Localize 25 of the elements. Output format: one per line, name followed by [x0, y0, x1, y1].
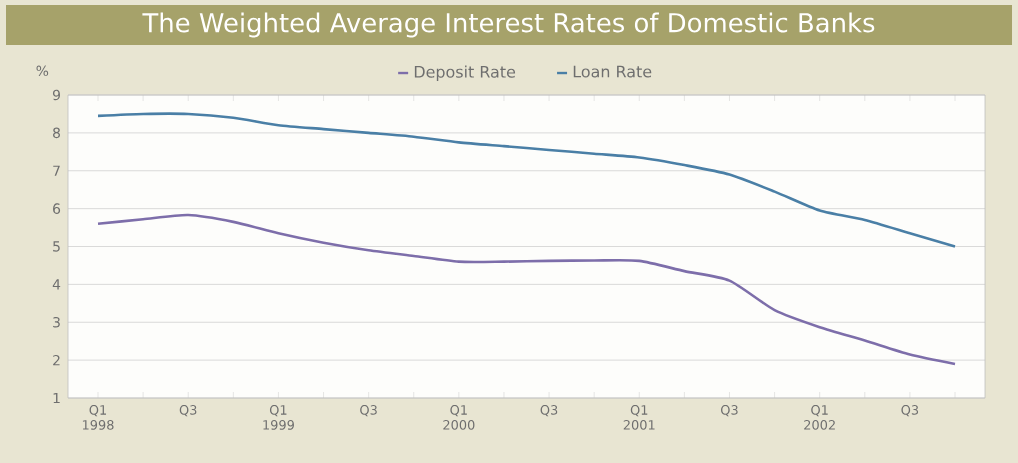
x-tick-label: Q1 1998	[82, 405, 114, 430]
y-tick-label: 1	[53, 392, 60, 404]
x-tick-label: Q1 2000	[443, 405, 475, 430]
y-tick-label: 3	[53, 316, 60, 328]
x-tick-label: Q1 1999	[263, 405, 294, 430]
x-tick-label: Q3	[179, 405, 197, 417]
y-tick-label: 7	[53, 165, 60, 176]
x-tick-label: Q3	[540, 405, 558, 417]
chart-title: The Weighted Average Interest Rates of Domestic Banks	[142, 12, 875, 38]
x-tick-label: Q1 2002	[804, 405, 835, 430]
line-series	[96, 213, 957, 366]
legend-label: Loan Rate	[573, 65, 652, 78]
y-axis-title: %	[36, 65, 49, 77]
y-tick-label: 2	[53, 354, 60, 366]
y-tick-label: 5	[53, 241, 60, 252]
y-tick-label: 4	[52, 279, 61, 290]
y-tick-label: 6	[53, 203, 61, 214]
x-tick-label: Q3	[901, 405, 919, 417]
x-tick-label: Q3	[360, 405, 377, 417]
y-tick-label: 8	[53, 127, 60, 139]
x-tick-label: Q3	[720, 405, 738, 417]
line-series	[96, 112, 957, 248]
legend-label: Deposit Rate	[414, 65, 516, 81]
y-tick-label: 9	[52, 89, 60, 101]
x-tick-label: Q1 2001	[623, 405, 655, 430]
